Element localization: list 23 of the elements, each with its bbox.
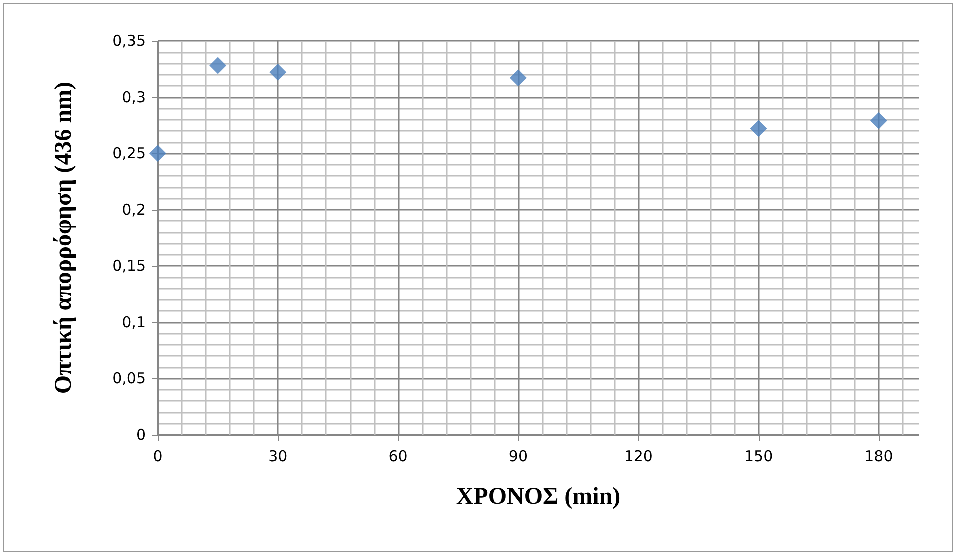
point	[750, 120, 768, 138]
y-tick-label: 0,3	[122, 88, 146, 106]
y-tick-label: 0,15	[112, 257, 146, 276]
y-tick-label: 0,2	[122, 200, 146, 219]
y-tick-label: 0,1	[122, 313, 146, 332]
x-tick-label: 60	[388, 448, 408, 466]
x-tick-label: 120	[624, 448, 653, 466]
point	[270, 64, 287, 82]
y-axis-title: Οπτική απορρόφηση (436 nm)	[51, 82, 77, 394]
x-tick-label: 30	[268, 448, 288, 466]
point	[510, 70, 527, 87]
x-tick-label: 150	[744, 448, 774, 466]
point	[870, 112, 888, 130]
point	[150, 145, 166, 162]
y-tick-label: 0	[136, 426, 146, 444]
point	[210, 57, 227, 74]
y-tick-label: 0,25	[112, 144, 146, 163]
y-tick-label: 0,35	[112, 32, 146, 50]
x-tick-label: 180	[864, 448, 894, 466]
y-tick-label: 0,05	[112, 370, 146, 388]
x-axis-title: ΧΡΟΝΟΣ (min)	[456, 484, 621, 510]
x-tick-label: 90	[508, 448, 528, 466]
x-tick-label: 0	[153, 448, 163, 466]
